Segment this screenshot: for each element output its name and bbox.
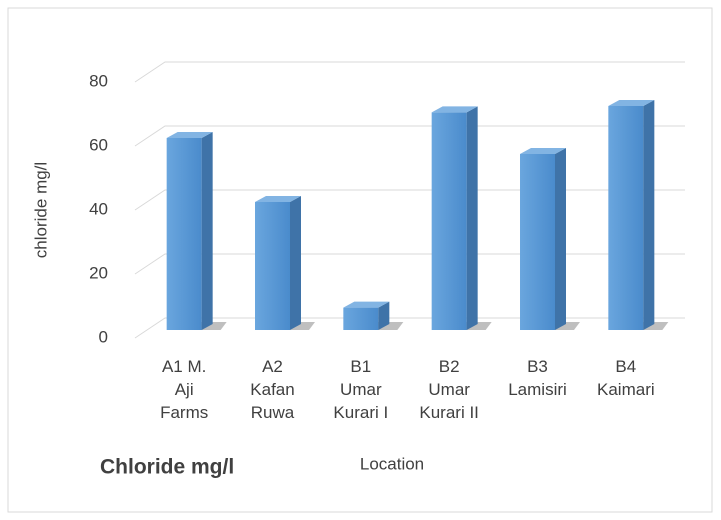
- bar: [166, 132, 227, 330]
- y-tick-label: 60: [89, 135, 108, 154]
- y-tick-label: 40: [89, 199, 108, 218]
- x-tick-label: A1 M. Aji Farms: [160, 357, 209, 422]
- y-tick-label: 0: [99, 327, 108, 346]
- bar-top: [431, 106, 478, 113]
- x-tick-label: B2 Umar Kurari II: [419, 357, 479, 422]
- bar-side: [643, 100, 655, 330]
- bar-side: [201, 132, 213, 330]
- grid-line: [134, 189, 685, 211]
- bar: [255, 196, 315, 330]
- grid-line: [134, 125, 685, 147]
- bar-side: [555, 148, 566, 330]
- bar-side: [466, 106, 478, 331]
- bar: [343, 301, 404, 330]
- bar-side: [290, 196, 301, 330]
- x-tick-label: B4 Kaimari: [597, 357, 655, 399]
- bar-top: [520, 148, 566, 154]
- bar-front: [166, 138, 202, 330]
- bar-top: [343, 301, 390, 308]
- chart-border: [7, 7, 713, 513]
- bar-top: [255, 196, 301, 202]
- bar-front: [255, 202, 290, 330]
- x-axis-label: Location: [360, 454, 424, 473]
- grid-line: [134, 317, 685, 339]
- x-tick-label: B3 Lamisiri: [508, 357, 567, 399]
- bar-front: [520, 154, 555, 330]
- grid-line: [134, 253, 685, 275]
- bar-side: [378, 301, 390, 330]
- x-tick-label: A2 Kafan Ruwa: [250, 357, 295, 422]
- bar-front: [431, 112, 467, 331]
- chart-title: Chloride mg/l: [100, 456, 234, 479]
- y-tick-label: 20: [89, 263, 108, 282]
- bar: [608, 100, 669, 330]
- bar: [431, 106, 492, 331]
- bar-top: [166, 132, 213, 138]
- y-axis-label: chloride mg/l: [31, 162, 50, 258]
- bar: [520, 148, 580, 330]
- bar-front: [608, 106, 644, 330]
- grid-line: [134, 61, 685, 83]
- bar-front: [343, 307, 379, 330]
- y-tick-label: 80: [89, 71, 108, 90]
- bar-top: [608, 100, 655, 106]
- x-tick-label: B1 Umar Kurari I: [333, 357, 389, 422]
